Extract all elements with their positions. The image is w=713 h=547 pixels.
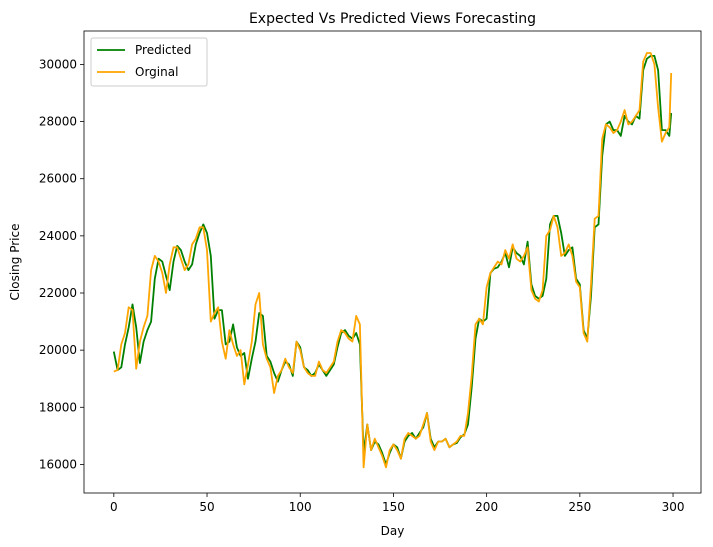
y-tick-label: 18000: [39, 400, 77, 414]
y-axis: 16000 18000 20000 22000 24000 26000 28000 30000: [39, 57, 84, 471]
series-line-orginal: [113, 52, 673, 469]
x-tick-label: 50: [199, 500, 214, 514]
x-tick-label: 300: [662, 500, 685, 514]
y-tick-label: 28000: [39, 115, 77, 129]
x-tick-label: 200: [475, 500, 498, 514]
x-tick-label: 100: [289, 500, 312, 514]
x-axis: 0 50 100 150 200 250 300: [110, 493, 684, 514]
y-tick-label: 20000: [39, 343, 77, 357]
y-tick-label: 24000: [39, 229, 77, 243]
x-tick-label: 250: [568, 500, 591, 514]
y-tick-label: 30000: [39, 57, 77, 71]
legend: Predicted Orginal: [90, 37, 208, 87]
y-tick-label: 26000: [39, 172, 77, 186]
legend-label-original: Orginal: [135, 65, 178, 79]
y-tick-label: 22000: [39, 286, 77, 300]
plot-frame: [83, 30, 702, 494]
y-axis-title: Closing Price: [8, 224, 22, 301]
y-tick-label: 16000: [39, 457, 77, 471]
series-line-predicted: [112, 55, 673, 466]
x-axis-title: Day: [381, 524, 405, 538]
x-tick-label: 150: [382, 500, 405, 514]
x-tick-label: 0: [110, 500, 118, 514]
legend-label-predicted: Predicted: [135, 43, 191, 57]
chart-title: Expected Vs Predicted Views Forecasting: [249, 11, 536, 27]
plot-area: [112, 52, 673, 469]
